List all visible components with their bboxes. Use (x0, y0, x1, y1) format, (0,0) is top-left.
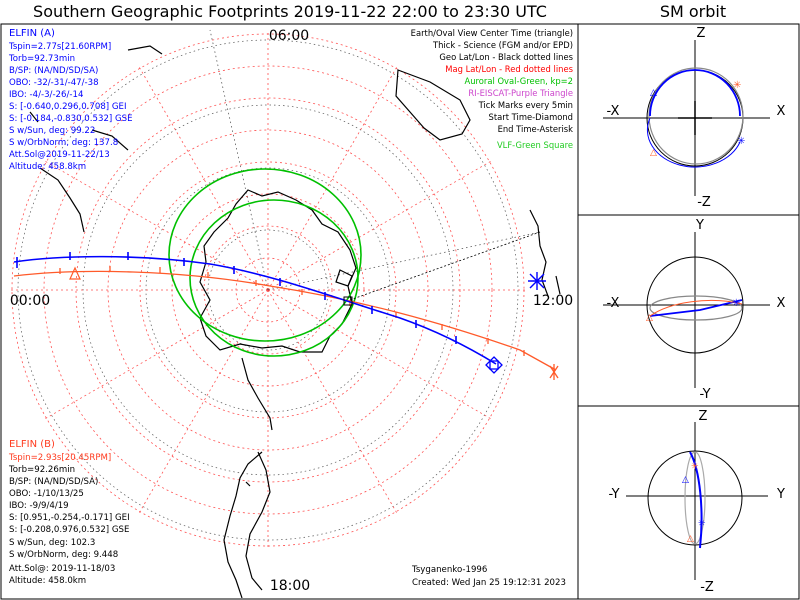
elfin-b-line: OBO: -1/10/13/25 (9, 489, 84, 499)
orbit-marker-a: △ (650, 88, 657, 98)
orbit-title: SM orbit (660, 2, 726, 21)
legend-item: Earth/Oval View Center Time (triangle) (411, 28, 573, 38)
axis-label-bottom: -Z (700, 580, 714, 595)
orbit-marker-a: ✳ (698, 519, 706, 529)
clock-label-top: 06:00 (269, 28, 309, 44)
axis-label-right: Y (776, 487, 785, 502)
orbit-marker-b: ✳ (733, 80, 741, 91)
elfin-a-line: S w/Sun, deg: 99.22 (9, 126, 95, 136)
legend-item: Mag Lat/Lon - Red dotted lines (445, 64, 573, 74)
orbit-trace-blue (689, 451, 703, 549)
orbit-trace-blue (649, 69, 741, 117)
axis-label-top: Z (699, 409, 708, 424)
auroral-oval-outer (168, 168, 362, 342)
axis-label-left: -X (607, 296, 620, 311)
elfin-a-line: IBO: -4/-3/-26/-14 (9, 90, 83, 100)
elfin-a-line: OBO: -32/-31/-47/-38 (9, 78, 99, 88)
elfin-b-line: S: [0.951,-0.254,-0.171] GEI (9, 513, 130, 523)
orbit-marker-b: △ (650, 148, 657, 158)
orbit-trace-orange (649, 299, 743, 317)
elfin-a-line: Tspin=2.77s[21.60RPM] (8, 42, 111, 52)
legend-item: Tick Marks every 5min (478, 100, 573, 110)
orbit-marker-a: ✳ (737, 136, 745, 147)
elfin-a-info: ELFIN (A) Tspin=2.77s[21.60RPM] Torb=92.… (8, 28, 133, 172)
elfin-b-line: Att.Sol@: 2019-11-18/03 (9, 564, 115, 574)
elfin-a-title: ELFIN (A) (9, 28, 55, 39)
polar-map (8, 29, 561, 598)
elfin-b-line: S: [-0.208,0.976,0.532] GSE (9, 525, 129, 535)
orbit-panel-xy: ✳ △ Y -Y -X X (577, 214, 800, 407)
legend-item: Geo Lat/Lon - Black dotted lines (439, 52, 573, 62)
clock-label-bottom: 18:00 (270, 578, 310, 594)
elfin-b-track (13, 266, 557, 371)
axis-label-bottom: -Z (697, 195, 711, 210)
axis-label-right: X (777, 104, 786, 119)
orbit-marker-b: △ (687, 534, 694, 544)
coastlines (29, 45, 561, 598)
axis-label-right: X (777, 296, 786, 311)
clock-label-left: 00:00 (10, 293, 50, 309)
elfin-b-center-triangle (69, 266, 81, 280)
legend-item: End Time-Asterisk (498, 124, 574, 134)
elfin-a-line: S: [-0.640,0.296,0.708] GEI (9, 102, 127, 112)
orbit-trace-gray (649, 295, 743, 321)
elfin-b-line: Altitude: 458.0km (9, 576, 86, 586)
orbit-trace-blue (649, 299, 743, 317)
axis-label-left: -X (607, 104, 620, 119)
axis-label-top: Z (697, 26, 706, 41)
elfin-a-end-asterisk (528, 272, 546, 290)
clock-label-right: 12:00 (533, 293, 573, 309)
auroral-ovals (168, 168, 362, 357)
legend-item: Start Time-Diamond (489, 112, 573, 122)
elfin-b-line: IBO: -9/9/4/19 (9, 501, 69, 511)
view-center-line (349, 231, 541, 301)
elfin-b-line: S w/OrbNorm, deg: 9.448 (9, 550, 118, 560)
credit-model: Tsyganenko-1996 (411, 565, 487, 575)
axis-label-left: -Y (608, 487, 619, 502)
map-title: Southern Geographic Footprints 2019-11-2… (33, 2, 547, 21)
orbit-marker-b: △ (646, 313, 653, 323)
view-center-marker (343, 296, 353, 306)
orbit-marker-a: ✳ (732, 298, 740, 309)
axis-label-top: Y (695, 218, 704, 233)
credit-created: Created: Wed Jan 25 19:12:31 2023 (412, 578, 566, 588)
elfin-b-line: B/SP: (NA/ND/SD/SA) (9, 477, 98, 487)
elfin-b-line: S w/Sun, deg: 102.3 (9, 538, 95, 548)
orbit-marker-b: ✳ (691, 462, 699, 472)
elfin-b-info: ELFIN (B) Tspin=2.93s[20.45RPM] Torb=92.… (8, 439, 130, 586)
elfin-a-line: Att.Sol@2019-11-22/13 (9, 150, 110, 160)
legend-item: Thick - Science (FGM and/or EPD) (432, 40, 573, 50)
legend-item: Auroral Oval-Green, kp=2 (464, 76, 573, 86)
auroral-oval-inner (189, 199, 359, 357)
elfin-a-start-diamond (485, 356, 503, 374)
orbit-panel-yz: ✳ ✳ △ △ Z -Z -Y Y (577, 405, 800, 600)
elfin-a-line: Altitude: 458.8km (9, 162, 86, 172)
earth-circle (647, 450, 743, 546)
axis-label-bottom: -Y (699, 387, 710, 402)
elfin-a-line: S: [-0.184,-0.830,0.532] GSE (9, 114, 133, 124)
orbit-trace-gray (684, 451, 706, 545)
legend-item: RI-EISCAT-Purple Triangle (468, 88, 573, 98)
elfin-a-line: Torb=92.73min (8, 54, 75, 64)
orbit-trace-gray (648, 67, 744, 165)
elfin-a-track (13, 252, 497, 365)
legend-item: VLF-Green Square (497, 140, 573, 150)
elfin-b-title: ELFIN (B) (9, 439, 55, 450)
elfin-a-line: B/SP: (NA/ND/SD/SA) (9, 66, 98, 76)
orbit-panel-frame (577, 405, 800, 600)
orbit-marker-a: △ (682, 475, 689, 485)
elfin-b-line: Torb=92.26min (8, 465, 75, 475)
orbit-column: ✳ ✳ △ △ Z -Z -X X ✳ △ Y -Y -X X (577, 23, 800, 600)
legend: Earth/Oval View Center Time (triangle) T… (411, 28, 573, 150)
earth-circle (646, 256, 744, 354)
elfin-a-line: S w/OrbNorm, deg: 137.8 (9, 138, 118, 148)
geo-lon-spokes (209, 29, 541, 291)
elfin-b-end-asterisk (549, 364, 559, 380)
elfin-b-line: Tspin=2.93s[20.45RPM] (8, 453, 111, 463)
mag-lon-spokes (8, 30, 528, 550)
orbit-trace-blue (646, 117, 741, 168)
